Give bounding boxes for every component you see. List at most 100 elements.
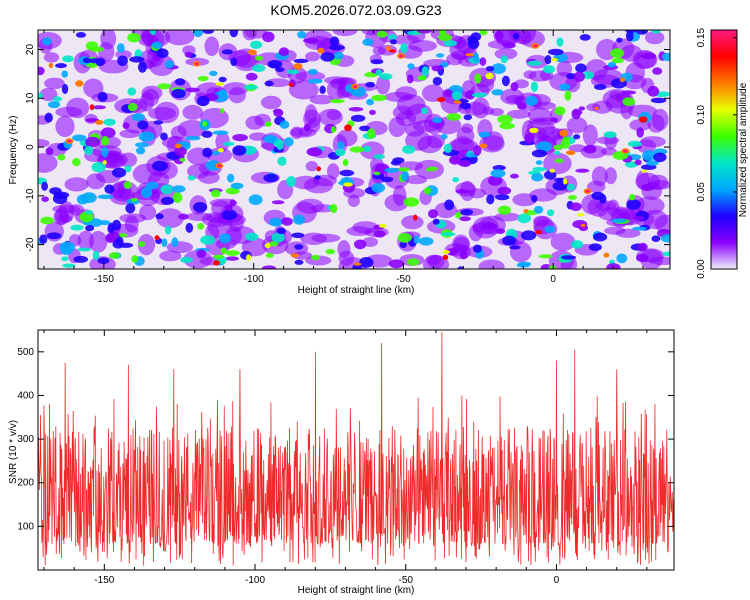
spectrogram-cell [42, 37, 52, 46]
spectrogram-cell [39, 87, 58, 102]
spectrogram-cell [373, 230, 386, 238]
spectrogram-cell [532, 167, 547, 172]
spectrogram-cell [138, 61, 147, 73]
spectrogram-cell [397, 232, 412, 243]
spectrogram-cell [108, 252, 121, 259]
spectrogram-cell [559, 83, 571, 91]
spectrogram-cell [603, 131, 617, 139]
spectrogram-cell [70, 224, 84, 231]
spectrogram-cell [264, 242, 271, 249]
spectrogram-cell [443, 40, 458, 47]
spectrogram-cell [547, 48, 564, 56]
spectrogram-cell [116, 43, 125, 53]
spectrogram-cell [311, 254, 321, 261]
spectrogram-cell [553, 144, 563, 150]
spectrogram-cell [85, 210, 94, 215]
spectrogram-cell [660, 234, 670, 243]
spectrogram-cell [97, 257, 110, 265]
spectrogram-cell [640, 52, 657, 60]
spectrogram-cell [549, 117, 559, 123]
spectrogram-cell [218, 76, 227, 83]
spectrogram-cell [222, 82, 249, 96]
spectrogram-cell [337, 240, 351, 258]
spectrogram-cell [560, 255, 577, 260]
spectrogram-cell [652, 67, 663, 75]
spectrogram-cell [202, 147, 213, 158]
spectrogram-cell [101, 136, 110, 146]
colorbar-bar [710, 29, 738, 270]
spectrogram-cell [458, 160, 472, 167]
spectrogram-cell [497, 186, 512, 195]
spectrogram-peak-core [67, 139, 72, 143]
spectrogram-cell [244, 84, 258, 90]
spectrogram-cell [161, 238, 168, 247]
spectrogram-cell [68, 204, 85, 216]
spectrogram-cell [332, 30, 358, 37]
spectrogram-cell [604, 226, 626, 235]
spectrogram-cell [566, 183, 576, 191]
spectrogram-cell [142, 88, 160, 107]
spectrogram-cell [98, 42, 115, 62]
spectrogram-cell [554, 106, 566, 116]
spectrogram-cell [455, 189, 471, 194]
spectrogram-cell [446, 113, 462, 121]
spectrogram-cell [209, 70, 218, 76]
spectrogram-cell [554, 150, 561, 155]
spectrogram-cell [38, 92, 43, 99]
spectrogram-cell [180, 256, 194, 263]
spectrogram-cell [359, 125, 371, 132]
spectrogram-cell [362, 145, 372, 153]
spectrogram-cell [611, 57, 624, 64]
spectrogram-cell [536, 141, 552, 153]
spectrogram-cell [141, 30, 171, 48]
spectrogram-cell [637, 139, 656, 154]
spectrogram-cell [443, 89, 453, 96]
spectrogram-cell [85, 224, 95, 232]
spectrogram-cell [339, 169, 355, 177]
spectrogram-cell [638, 242, 648, 252]
y-tick-label: 10 [25, 92, 36, 104]
spectrogram-peak-core [217, 164, 222, 168]
spectrogram-cell [379, 223, 387, 228]
spectrogram-cell [570, 240, 584, 249]
snr-panel: -150 -100 -50 0 100 200 300 400 500 Height of st… [8, 329, 675, 596]
spectrogram-cell [320, 52, 335, 62]
spectrogram-cell [499, 122, 515, 130]
spectrogram-cell [273, 108, 284, 117]
spectrogram-cell [633, 216, 645, 221]
spectrogram-cell [474, 73, 482, 84]
spectrogram-cell [225, 256, 239, 261]
spectrogram-cell [89, 230, 108, 253]
spectrogram-cell [400, 43, 408, 54]
spectrogram-cell [524, 133, 535, 144]
spectrogram-cell [130, 198, 138, 202]
spectrogram-cell [353, 262, 362, 266]
spectrogram-cell [156, 48, 169, 58]
spectrogram-cell [85, 136, 101, 148]
spectrogram-cell [445, 248, 458, 256]
spectrogram-cell [507, 109, 531, 119]
spectrogram-cell [127, 32, 141, 43]
spectrogram-cell [192, 30, 204, 38]
spectrogram-cell [344, 124, 352, 132]
spectrogram-cell [160, 132, 168, 141]
spectrogram-cell [535, 160, 543, 165]
spectrogram-xlabel: Height of straight line (km) [298, 285, 415, 296]
spectrogram-cell [326, 79, 346, 100]
spectrogram-cell [230, 57, 238, 67]
spectrogram-cell [196, 249, 207, 259]
spectrogram-cell [61, 83, 69, 95]
spectrogram-cell [582, 71, 594, 80]
spectrogram-cell [48, 62, 54, 69]
spectrogram-cell [62, 263, 76, 268]
spectrogram-cell [187, 175, 196, 181]
spectrogram-heatmap [38, 30, 670, 269]
spectrogram-frame [37, 29, 671, 270]
spectrogram-cell [549, 168, 556, 173]
spectrogram-cell [401, 215, 424, 230]
spectrogram-cell [269, 217, 283, 227]
spectrogram-cell [431, 65, 443, 72]
spectrogram-cell [293, 58, 309, 64]
spectrogram-cell [151, 41, 162, 49]
spectrogram-cell [432, 117, 443, 124]
